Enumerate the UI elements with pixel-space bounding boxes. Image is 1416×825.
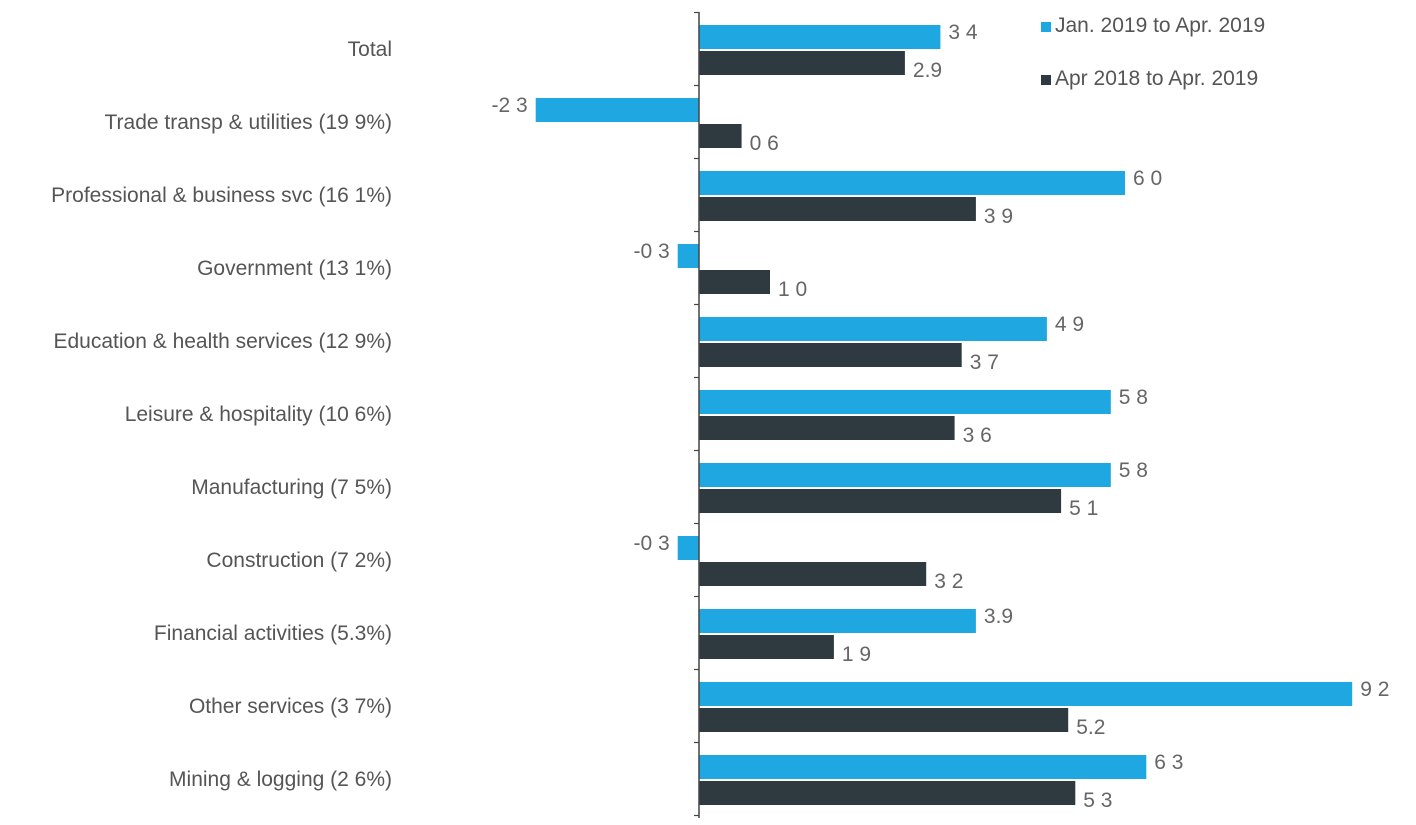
bar-jan-apr-2019 <box>699 609 976 633</box>
data-label: 2.9 <box>913 59 942 82</box>
bar-jan-apr-2019 <box>699 317 1047 341</box>
data-label: 0 6 <box>750 132 779 155</box>
legend-swatch <box>1041 22 1051 32</box>
category-label: Trade transp & utilities (19 9%) <box>104 111 392 134</box>
data-label: -0 3 <box>634 240 670 263</box>
legend-label: Apr 2018 to Apr. 2019 <box>1055 67 1258 90</box>
legend-swatch <box>1041 75 1051 85</box>
data-label: 1 0 <box>778 278 807 301</box>
data-label: 9 2 <box>1360 678 1389 701</box>
category-label: Construction (7 2%) <box>206 549 392 572</box>
bar-apr2018-apr2019 <box>699 416 955 440</box>
data-label: 5 3 <box>1083 789 1112 812</box>
category-label: Other services (3 7%) <box>189 695 392 718</box>
data-label: 5 8 <box>1119 386 1148 409</box>
bar-apr2018-apr2019 <box>699 197 976 221</box>
data-label: 5 8 <box>1119 459 1148 482</box>
bar-apr2018-apr2019 <box>699 343 962 367</box>
data-label: -0 3 <box>634 532 670 555</box>
bar-jan-apr-2019 <box>699 755 1147 779</box>
data-label: 3 2 <box>934 570 963 593</box>
data-label: 4 9 <box>1055 313 1084 336</box>
data-label: 5.2 <box>1076 716 1105 739</box>
category-label: Mining & logging (2 6%) <box>169 768 392 791</box>
bar-jan-apr-2019 <box>699 682 1353 706</box>
bar-apr2018-apr2019 <box>699 270 770 294</box>
category-label: Manufacturing (7 5%) <box>191 476 392 499</box>
data-label: 6 3 <box>1154 751 1183 774</box>
data-label: 5 1 <box>1069 497 1098 520</box>
data-label: 1 9 <box>842 643 871 666</box>
bar-apr2018-apr2019 <box>699 489 1062 513</box>
bar-jan-apr-2019 <box>699 25 941 49</box>
data-label: 3 7 <box>970 351 999 374</box>
category-label: Leisure & hospitality (10 6%) <box>125 403 392 426</box>
category-label: Professional & business svc (16 1%) <box>51 184 392 207</box>
bar-apr2018-apr2019 <box>699 124 742 148</box>
bar-apr2018-apr2019 <box>699 51 905 75</box>
category-label: Financial activities (5.3%) <box>154 622 392 645</box>
bar-jan-apr-2019 <box>535 98 699 122</box>
bar-apr2018-apr2019 <box>699 781 1076 805</box>
category-label: Education & health services (12 9%) <box>53 330 392 353</box>
bar-jan-apr-2019 <box>699 463 1111 487</box>
legend-label: Jan. 2019 to Apr. 2019 <box>1055 14 1265 37</box>
bar-jan-apr-2019 <box>699 390 1111 414</box>
bar-apr2018-apr2019 <box>699 708 1069 732</box>
bar-jan-apr-2019 <box>677 244 699 268</box>
bar-jan-apr-2019 <box>677 536 699 560</box>
data-label: 3 6 <box>963 424 992 447</box>
data-label: 6 0 <box>1133 167 1162 190</box>
category-label: Government (13 1%) <box>197 257 392 280</box>
data-label: 3 4 <box>948 21 978 44</box>
bar-apr2018-apr2019 <box>699 562 927 586</box>
data-label: 3.9 <box>984 605 1013 628</box>
data-label: 3 9 <box>984 205 1013 228</box>
data-label: -2 3 <box>492 94 528 117</box>
category-label: Total <box>348 38 392 61</box>
bar-apr2018-apr2019 <box>699 635 834 659</box>
bar-jan-apr-2019 <box>699 171 1125 195</box>
